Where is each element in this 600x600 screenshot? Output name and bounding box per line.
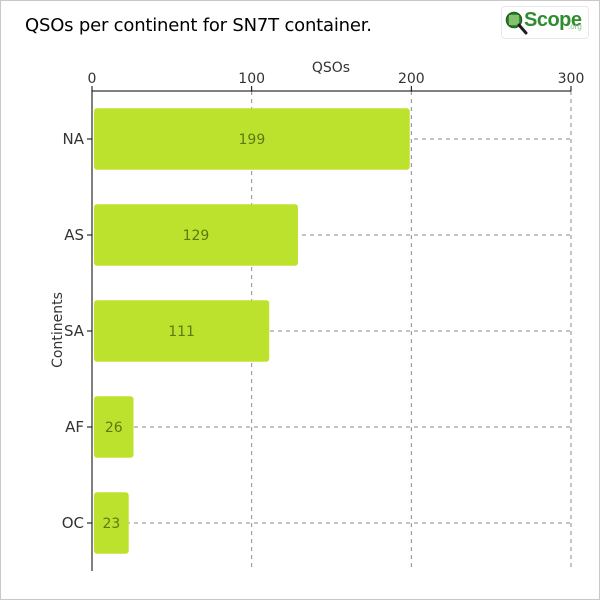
bar-as [94, 204, 298, 266]
data-label: 129 [183, 228, 210, 244]
category-label: OC [62, 514, 84, 532]
x-tick-label: 200 [398, 71, 425, 87]
chart-title: QSOs per continent for SN7T container. [25, 15, 372, 36]
bar-af [94, 396, 134, 458]
logo-suffix: .org [568, 22, 582, 31]
category-label: AS [64, 226, 84, 244]
x-tick-label: 100 [238, 71, 265, 87]
category-label: SA [64, 322, 85, 340]
bars: 199 129 111 26 23 [94, 108, 410, 554]
x-axis-label: QSOs [312, 60, 350, 76]
category-label: AF [65, 418, 84, 436]
magnifier-icon [505, 11, 528, 35]
data-label: 26 [105, 420, 123, 436]
axes: 0 100 200 300 NA AS SA AF OC [62, 71, 585, 571]
x-tick-label: 300 [558, 71, 585, 87]
data-label: 23 [102, 516, 120, 532]
qscope-logo: Scope .org [501, 6, 589, 39]
bar-sa [94, 300, 270, 362]
x-tick-label: 0 [88, 71, 97, 87]
bar-oc [94, 492, 129, 554]
data-label: 111 [168, 324, 195, 340]
data-label: 199 [239, 132, 266, 148]
category-label: NA [63, 130, 85, 148]
y-axis-label: Continents [50, 292, 66, 368]
logo-text: Scope [524, 9, 582, 31]
bar-na [94, 108, 410, 170]
